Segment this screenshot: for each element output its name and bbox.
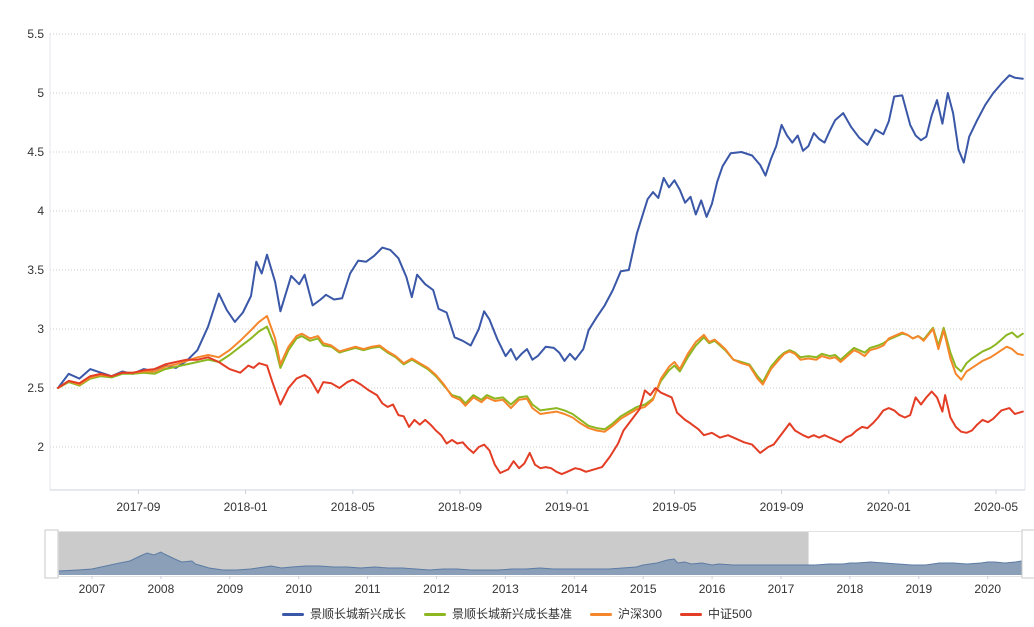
legend-marker-hs300 bbox=[589, 612, 612, 616]
series-line-zz500 bbox=[57, 356, 1024, 476]
y-axis-label: 3.5 bbox=[27, 263, 44, 277]
navigator-area bbox=[58, 552, 1022, 575]
navigator-year-label: 2011 bbox=[355, 582, 381, 596]
legend-item-fund[interactable]: 景顺长城新兴成长 bbox=[281, 607, 406, 621]
y-axis-label: 4 bbox=[37, 204, 44, 218]
legend-label: 沪深300 bbox=[617, 607, 663, 621]
legend-item-benchmark[interactable]: 景顺长城新兴成长基准 bbox=[423, 607, 572, 621]
legend-item-hs300[interactable]: 沪深300 bbox=[589, 607, 663, 621]
x-axis-label: 2019-01 bbox=[545, 500, 589, 514]
legend: 景顺长城新兴成长 景顺长城新兴成长基准 沪深300 中证500 bbox=[0, 603, 1034, 625]
y-axis-label: 5 bbox=[37, 86, 44, 100]
x-axis-label: 2019-09 bbox=[760, 500, 804, 514]
navigator-year-label: 2017 bbox=[768, 582, 795, 596]
navigator-year-label: 2010 bbox=[285, 582, 312, 596]
y-axis-label: 2.5 bbox=[27, 381, 44, 395]
series-line-fund bbox=[57, 74, 1024, 389]
navigator-area-line bbox=[58, 551, 1022, 572]
legend-marker-benchmark bbox=[423, 612, 446, 616]
legend-label: 景顺长城新兴成长 bbox=[309, 607, 406, 621]
y-axis-label: 3 bbox=[37, 322, 44, 336]
x-axis-label: 2020-01 bbox=[867, 500, 911, 514]
navigator-year-label: 2018 bbox=[837, 582, 864, 596]
navigator-selected-window[interactable] bbox=[809, 532, 1022, 576]
main-chart-svg: 5.5 5 4.5 4 3.5 3 2.5 2 2017-09 2018-01 2018-05 201… bbox=[27, 27, 1034, 596]
navigator-year-label: 2020 bbox=[974, 582, 1001, 596]
series-line-hs300 bbox=[57, 315, 1024, 433]
navigator-year-label: 2015 bbox=[630, 582, 657, 596]
navigator-right-handle[interactable] bbox=[1021, 529, 1034, 579]
legend-marker-zz500 bbox=[680, 612, 703, 616]
navigator-year-label: 2007 bbox=[79, 582, 106, 596]
x-axis-label: 2020-05 bbox=[974, 500, 1018, 514]
navigator-year-label: 2019 bbox=[905, 582, 932, 596]
navigator-year-label: 2012 bbox=[423, 582, 450, 596]
x-axis-label: 2018-09 bbox=[438, 500, 482, 514]
series-line-benchmark bbox=[57, 325, 1024, 431]
x-axis-label: 2019-05 bbox=[652, 500, 696, 514]
navigator-year-label: 2014 bbox=[561, 582, 588, 596]
navigator-year-label: 2013 bbox=[492, 582, 519, 596]
legend-marker-fund bbox=[281, 612, 304, 616]
legend-item-zz500[interactable]: 中证500 bbox=[680, 608, 752, 620]
y-axis-label: 4.5 bbox=[27, 145, 44, 159]
navigator-year-label: 2008 bbox=[148, 582, 175, 596]
y-axis-label: 2 bbox=[37, 440, 44, 454]
navigator-year-label: 2009 bbox=[216, 582, 243, 596]
legend-label: 景顺长城新兴成长基准 bbox=[451, 607, 572, 621]
navigator-left-handle[interactable] bbox=[44, 529, 59, 579]
x-axis-label: 2018-01 bbox=[224, 500, 268, 514]
y-axis-label: 5.5 bbox=[27, 27, 44, 41]
x-axis-label: 2018-05 bbox=[331, 500, 375, 514]
legend-label: 中证500 bbox=[708, 607, 753, 621]
navigator-year-label: 2016 bbox=[699, 582, 726, 596]
x-axis-label: 2017-09 bbox=[116, 500, 160, 514]
